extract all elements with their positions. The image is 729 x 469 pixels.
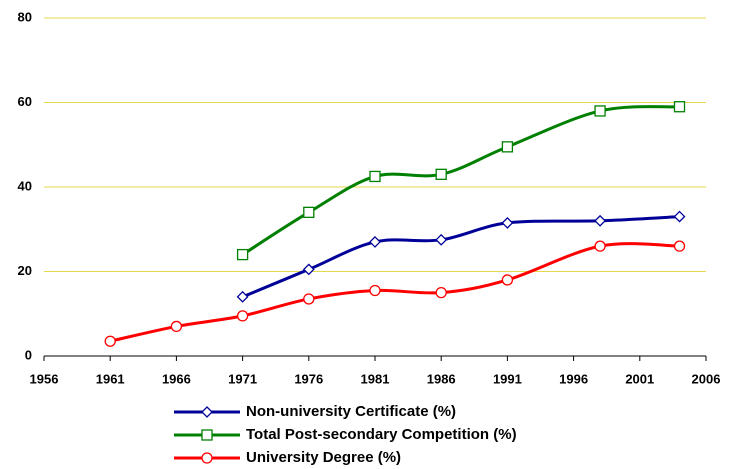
legend-marker (201, 429, 213, 441)
data-point (170, 320, 183, 333)
x-tick-label: 1971 (228, 371, 257, 386)
data-point (673, 101, 686, 113)
x-tick-label: 1996 (559, 371, 588, 386)
x-tick-label: 1991 (493, 371, 522, 386)
x-tick-label: 2006 (692, 371, 721, 386)
legend-marker (201, 406, 213, 418)
y-tick-label: 20 (18, 263, 32, 278)
data-point (369, 284, 381, 297)
x-tick-label: 1976 (294, 371, 323, 386)
x-tick-label: 1966 (162, 371, 191, 386)
x-tick-label: 1956 (30, 371, 59, 386)
data-point (104, 335, 116, 347)
data-point (236, 310, 249, 322)
data-point (303, 206, 315, 219)
y-tick-label: 60 (18, 94, 32, 109)
legend-label: University Degree (%) (246, 449, 401, 466)
data-point (594, 240, 606, 252)
data-point (594, 214, 606, 227)
data-point (501, 274, 514, 286)
legend-label: Total Post-secondary Competition (%) (246, 426, 517, 443)
series-line (109, 242, 680, 343)
legend-marker (201, 452, 213, 464)
data-point (302, 263, 315, 276)
series-line (242, 215, 680, 299)
data-point (501, 216, 514, 229)
y-tick-label: 40 (18, 178, 32, 193)
data-point (236, 248, 249, 261)
y-tick-label: 0 (25, 347, 32, 362)
data-point (594, 105, 606, 117)
data-point (673, 240, 686, 252)
x-tick-label: 2001 (625, 371, 654, 386)
data-point (435, 233, 448, 246)
data-point (303, 293, 315, 305)
legend-label: Non-university Certificate (%) (246, 403, 456, 420)
data-point (369, 236, 381, 248)
data-point (673, 210, 686, 223)
x-tick-label: 1981 (361, 371, 390, 386)
data-point (435, 286, 447, 299)
series-line (241, 105, 680, 256)
y-tick-label: 80 (18, 9, 32, 24)
x-tick-label: 1986 (427, 371, 456, 386)
data-point (236, 290, 249, 303)
data-point (501, 141, 514, 153)
data-point (435, 168, 447, 180)
x-tick-label: 1961 (96, 371, 125, 386)
data-point (369, 170, 381, 183)
